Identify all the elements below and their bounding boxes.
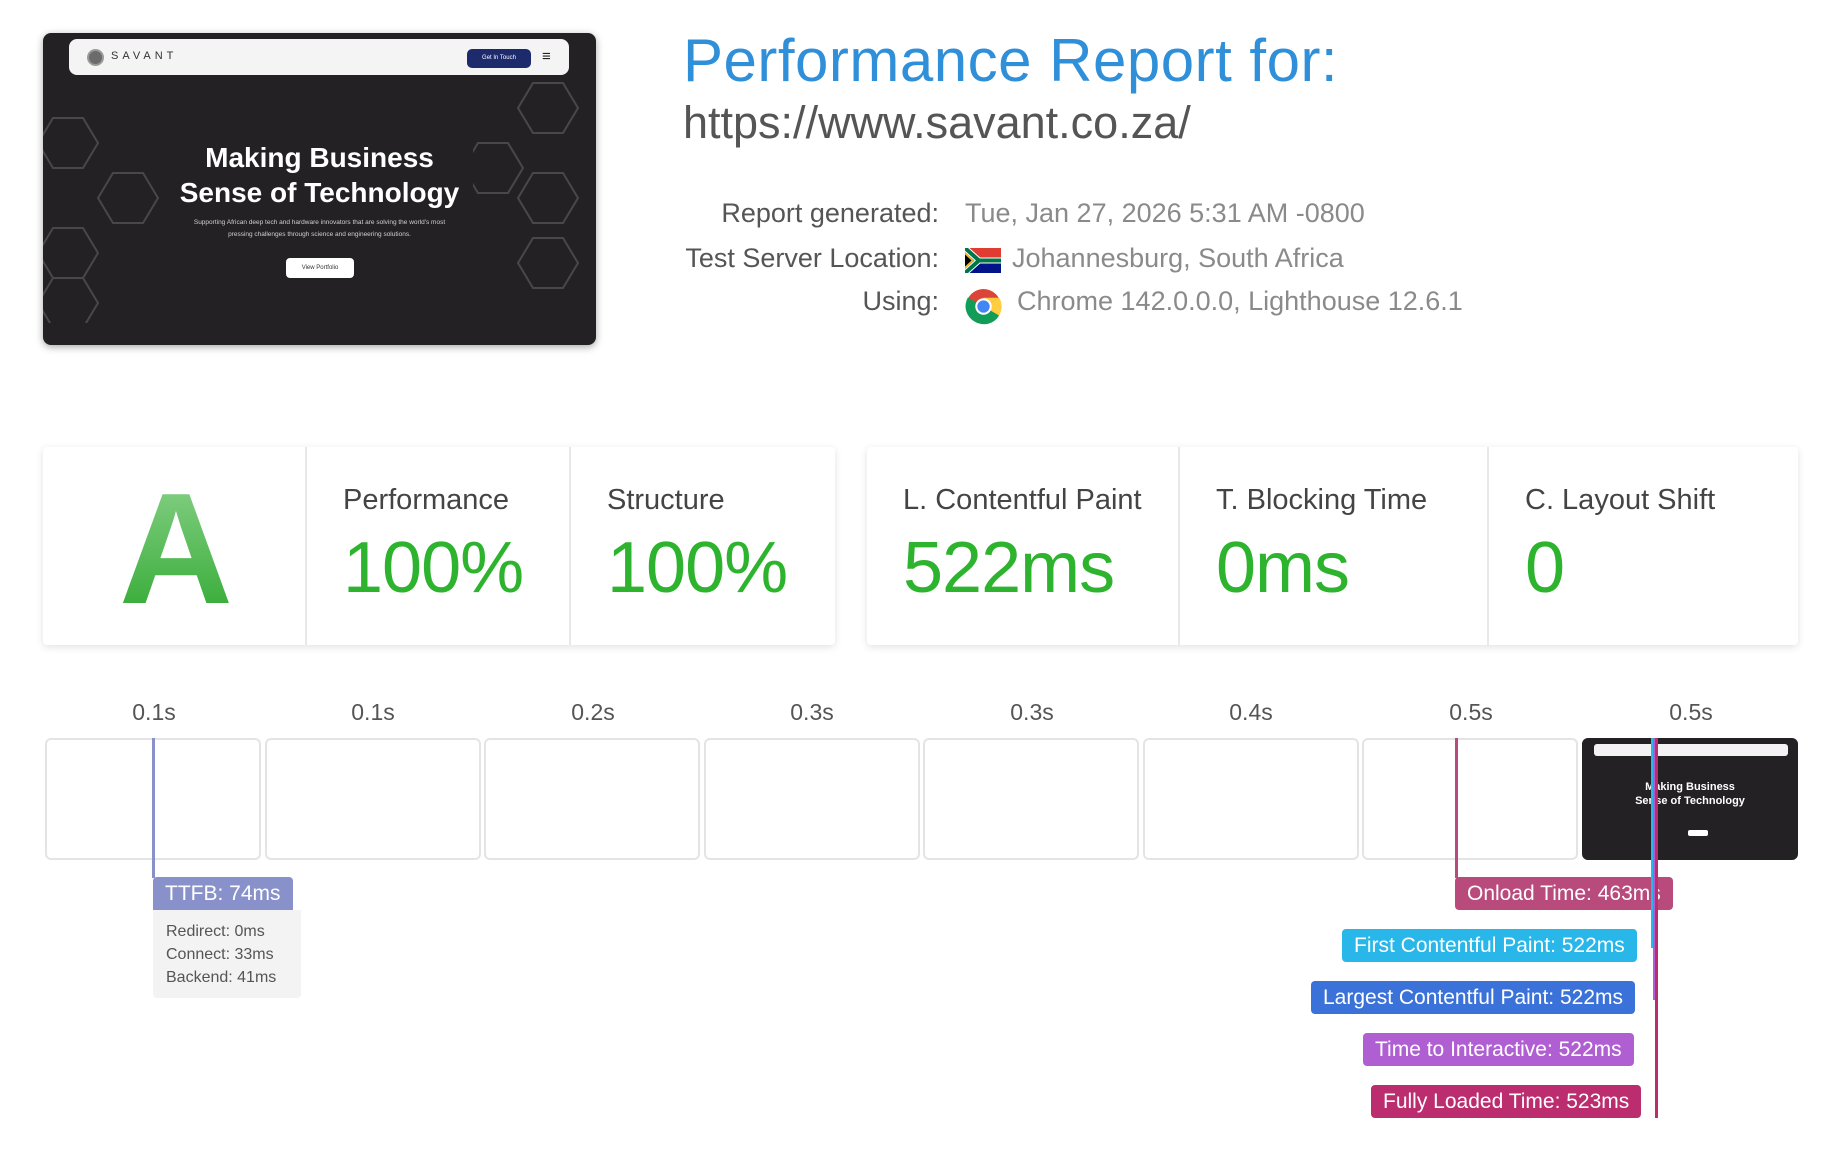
onload-tag: Onload Time: 463ms: [1455, 877, 1673, 910]
svg-text:A: A: [119, 485, 233, 609]
grade-letter: A: [113, 485, 239, 609]
ttfb-breakdown: Redirect: 0ms Connect: 33ms Backend: 41m…: [153, 910, 301, 998]
thumbnail-headline: Making Business Sense of Technology: [43, 140, 596, 210]
report-title: Performance Report for:: [683, 26, 1338, 95]
test-server-location-label: Test Server Location:: [685, 243, 939, 274]
tbt-cell: T. Blocking Time 0ms: [1180, 447, 1489, 645]
grade-panel: A Performance 100% Structure 100%: [43, 447, 835, 645]
filmstrip-frame: [484, 738, 700, 860]
cls-cell: C. Layout Shift 0: [1489, 447, 1798, 645]
thumbnail-headline-line1: Making Business: [43, 140, 596, 175]
timeline-tick: 0.1s: [351, 699, 394, 726]
grade-cell: A: [43, 447, 307, 645]
filmstrip-frame: [704, 738, 920, 860]
lcp-tag: Largest Contentful Paint: 522ms: [1311, 981, 1635, 1014]
flt-marker-line: [1655, 738, 1658, 1118]
structure-value: 100%: [607, 527, 787, 609]
savant-logo-icon: [87, 49, 104, 66]
using-value: Chrome 142.0.0.0, Lighthouse 12.6.1: [1017, 286, 1463, 317]
filmstrip-headline: Making Business Sense of Technology: [1584, 780, 1796, 808]
ttfb-redirect: Redirect: 0ms: [166, 920, 288, 943]
structure-cell: Structure 100%: [571, 447, 835, 645]
performance-label: Performance: [343, 484, 509, 517]
tti-tag: Time to Interactive: 522ms: [1363, 1033, 1634, 1066]
test-server-location-value: Johannesburg, South Africa: [1012, 243, 1344, 274]
filmstrip-frame: [923, 738, 1139, 860]
thumbnail-subtitle: Supporting African deep tech and hardwar…: [183, 217, 456, 241]
report-generated-label: Report generated:: [721, 198, 939, 229]
ttfb-marker-line: [152, 738, 155, 878]
timeline-tick: 0.3s: [790, 699, 833, 726]
filmstrip-button: [1688, 830, 1708, 836]
ttfb-tag: TTFB: 74ms: [153, 877, 293, 910]
filmstrip-headline-line1: Making Business: [1584, 780, 1796, 794]
timeline-tick: 0.4s: [1229, 699, 1272, 726]
timeline-tick: 0.3s: [1010, 699, 1053, 726]
fcp-tag: First Contentful Paint: 522ms: [1342, 929, 1637, 962]
timeline-tick: 0.1s: [132, 699, 175, 726]
filmstrip-frame: [265, 738, 481, 860]
report-generated-value: Tue, Jan 27, 2026 5:31 AM -0800: [965, 198, 1365, 229]
filmstrip-navbar: [1594, 744, 1788, 756]
lcp-cell: L. Contentful Paint 522ms: [867, 447, 1180, 645]
cls-label: C. Layout Shift: [1525, 484, 1715, 517]
ttfb-connect: Connect: 33ms: [166, 943, 288, 966]
lcp-value: 522ms: [903, 527, 1114, 609]
filmstrip-frame: [1143, 738, 1359, 860]
thumbnail-portfolio-button: View Portfolio: [286, 258, 354, 278]
performance-cell: Performance 100%: [307, 447, 571, 645]
lcp-label: L. Contentful Paint: [903, 484, 1142, 517]
tbt-value: 0ms: [1216, 527, 1349, 609]
timeline-tick: 0.5s: [1449, 699, 1492, 726]
filmstrip-headline-line2: Sense of Technology: [1584, 794, 1796, 808]
cls-value: 0: [1525, 527, 1564, 609]
hamburger-menu-icon: ≡: [542, 49, 557, 64]
performance-value: 100%: [343, 527, 523, 609]
ttfb-backend: Backend: 41ms: [166, 966, 288, 989]
filmstrip-frame-final: Making Business Sense of Technology: [1582, 738, 1798, 860]
page-screenshot: SAVANT Get In Touch ≡ Making Business Se…: [43, 33, 596, 345]
report-url: https://www.savant.co.za/: [683, 97, 1191, 149]
using-label: Using:: [862, 286, 939, 317]
timeline-tick: 0.5s: [1669, 699, 1712, 726]
onload-marker-line: [1455, 738, 1458, 878]
filmstrip-frame: [1362, 738, 1578, 860]
web-vitals-panel: L. Contentful Paint 522ms T. Blocking Ti…: [867, 447, 1798, 645]
timeline-tick: 0.2s: [571, 699, 614, 726]
tbt-label: T. Blocking Time: [1216, 484, 1427, 517]
chrome-icon: [965, 288, 1002, 325]
thumbnail-navbar: SAVANT Get In Touch ≡: [69, 39, 569, 75]
south-africa-flag-icon: [965, 248, 1001, 273]
flt-tag: Fully Loaded Time: 523ms: [1371, 1085, 1641, 1118]
thumbnail-headline-line2: Sense of Technology: [43, 175, 596, 210]
thumbnail-brand: SAVANT: [111, 50, 177, 62]
thumbnail-cta-button: Get In Touch: [467, 49, 531, 68]
structure-label: Structure: [607, 484, 725, 517]
